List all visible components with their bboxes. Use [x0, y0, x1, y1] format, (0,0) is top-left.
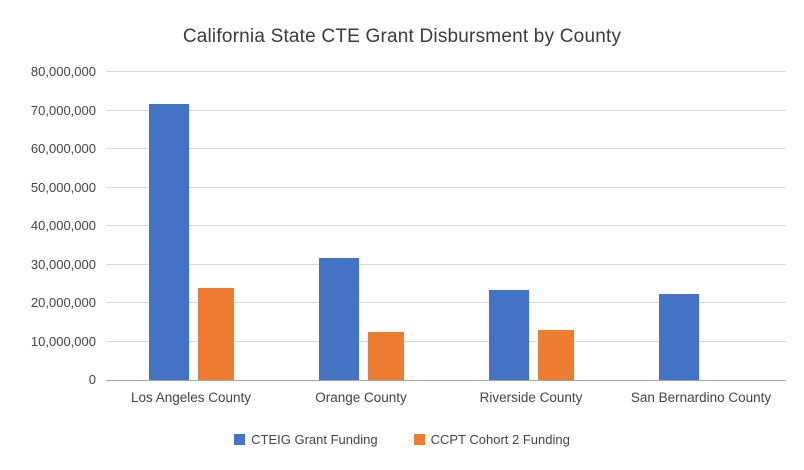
bar-cteig: [318, 257, 359, 380]
y-tick-label: 40,000,000: [30, 218, 96, 233]
bar-group: [276, 72, 446, 380]
bar-ccpt: [537, 330, 574, 380]
gridline: [106, 225, 786, 226]
y-tick-label: 80,000,000: [30, 64, 96, 79]
y-tick-label: 30,000,000: [30, 256, 96, 272]
x-axis: Los Angeles County Orange County Riverside…: [106, 390, 786, 405]
bar-ccpt: [197, 287, 234, 380]
gridline: [106, 340, 786, 342]
gridline: [106, 302, 786, 303]
x-tick-label: Riverside County: [479, 390, 583, 405]
bar-cteig: [488, 290, 529, 380]
legend-label: CCPT Cohort 2 Funding: [430, 432, 570, 447]
chart-legend: CTEIG Grant Funding CCPT Cohort 2 Funding: [0, 432, 804, 447]
legend-swatch-icon: [234, 434, 246, 445]
x-tick-label: Los Angeles County: [130, 390, 252, 405]
y-tick-label: 0: [88, 372, 96, 387]
legend-item: CCPT Cohort 2 Funding: [413, 432, 570, 447]
y-tick-label: 10,000,000: [30, 333, 96, 349]
y-tick-label: 60,000,000: [30, 141, 96, 156]
bar-cteig: [148, 103, 189, 380]
y-tick-label: 20,000,000: [30, 295, 96, 310]
bar-groups: [106, 72, 786, 380]
x-tick-label: San Bernardino County: [630, 390, 772, 405]
gridline: [106, 263, 786, 265]
bar-group: [446, 72, 616, 380]
bar-ccpt: [367, 332, 404, 380]
legend-swatch-icon: [413, 434, 425, 445]
x-tick-label: Orange County: [315, 390, 407, 405]
y-tick-label: 70,000,000: [30, 102, 96, 118]
y-tick-label: 50,000,000: [30, 179, 96, 195]
legend-item: CTEIG Grant Funding: [234, 432, 378, 447]
legend-label: CTEIG Grant Funding: [251, 432, 378, 447]
chart-title: California State CTE Grant Disbursment b…: [182, 26, 622, 47]
bar-group: [106, 72, 276, 380]
gridline: [106, 186, 786, 188]
plot-area: [106, 71, 786, 381]
gridline: [106, 71, 786, 72]
bar-group: [616, 72, 786, 380]
gridline: [106, 109, 786, 111]
y-axis: 0 10,000,000 20,000,000 30,000,000 40,000,00…: [0, 64, 96, 387]
bar-cteig: [658, 294, 699, 380]
gridline: [106, 148, 786, 149]
